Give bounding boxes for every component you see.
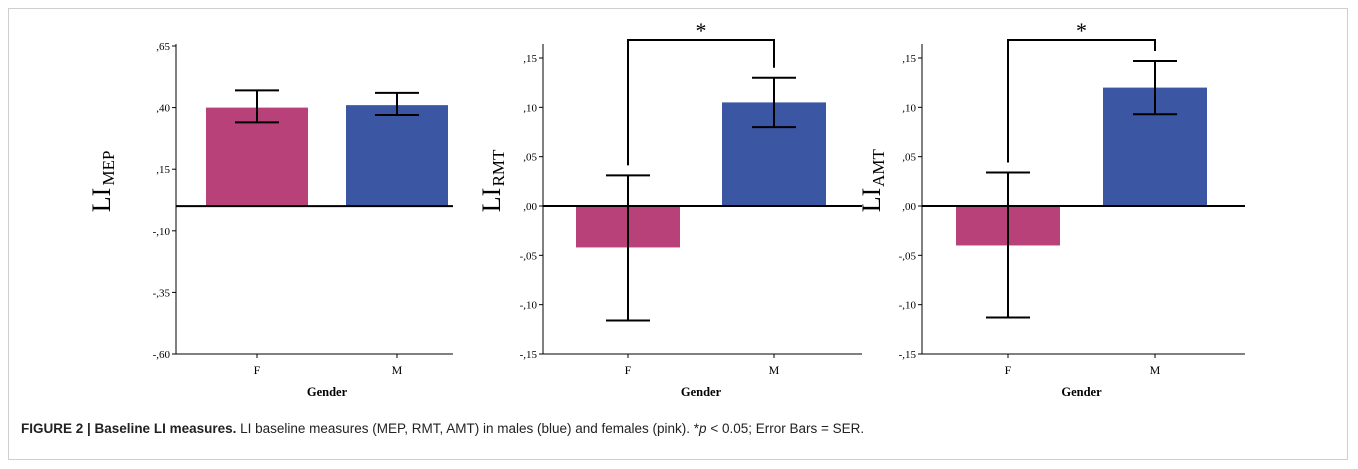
y-tick-label-1-2: ,05 (523, 152, 537, 164)
significance-bracket-2 (1007, 39, 1156, 163)
x-tick-label-M-1: M (769, 363, 780, 377)
y-tick-label-2-0: ,15 (902, 53, 916, 65)
caption-text-1: LI baseline measures (MEP, RMT, AMT) in … (236, 421, 700, 436)
bar-F-0 (206, 107, 308, 207)
figure-charts: ,65 ,40 ,15 -,10 -,35 -,60 LI MEP F M Gender ,15 ,10… (87, 18, 1245, 399)
y-tick-label-2-3: ,00 (902, 201, 916, 213)
y-tick-label-0-1: ,40 (156, 103, 170, 115)
x-axis-label-2: Gender (1061, 385, 1102, 399)
y-tick-label-2-4: -,05 (899, 250, 917, 262)
y-axis-label-0: LI (87, 188, 116, 213)
y-tick-label-0-2: ,15 (156, 164, 170, 176)
y-axis-label-subscript-0: MEP (99, 151, 118, 186)
x-tick-label-F-1: F (625, 363, 632, 377)
significance-marker-2: * (1076, 18, 1087, 43)
x-tick-label-M-0: M (392, 363, 403, 377)
significance-bracket-1 (627, 39, 775, 166)
x-tick-label-F-0: F (254, 363, 261, 377)
caption-text-2: < 0.05; Error Bars = SER. (706, 421, 865, 436)
caption-label: FIGURE 2 | Baseline LI measures. (21, 421, 237, 436)
y-axis-label-1: LI (477, 188, 506, 213)
y-tick-label-1-6: -,15 (520, 349, 538, 361)
x-axis-label-0: Gender (307, 385, 348, 399)
x-tick-label-F-2: F (1005, 363, 1012, 377)
y-tick-label-1-1: ,10 (523, 102, 537, 114)
x-tick-label-M-2: M (1150, 363, 1161, 377)
y-tick-label-2-1: ,10 (902, 102, 916, 114)
y-axis-label-subscript-1: RMT (489, 149, 508, 186)
y-tick-label-1-0: ,15 (523, 53, 537, 65)
y-tick-label-1-3: ,00 (523, 201, 537, 213)
caption-p-symbol: p (699, 421, 707, 436)
y-tick-label-0-4: -,35 (153, 287, 171, 299)
figure-caption: FIGURE 2 | Baseline LI measures. LI base… (21, 420, 1331, 438)
bar-M-0 (346, 105, 448, 207)
y-axis-label-2: LI (857, 188, 886, 213)
significance-marker-1: * (696, 18, 707, 43)
y-tick-label-2-2: ,05 (902, 152, 916, 164)
y-tick-label-1-5: -,10 (520, 300, 538, 312)
x-axis-label-1: Gender (681, 385, 722, 399)
y-axis-label-subscript-2: AMT (869, 148, 888, 186)
y-tick-label-0-5: -,60 (153, 349, 171, 361)
y-tick-label-0-3: -,10 (153, 226, 171, 238)
y-tick-label-2-6: -,15 (899, 349, 917, 361)
y-tick-label-1-4: -,05 (520, 250, 538, 262)
y-tick-label-0-0: ,65 (156, 41, 170, 53)
y-tick-label-2-5: -,10 (899, 300, 917, 312)
